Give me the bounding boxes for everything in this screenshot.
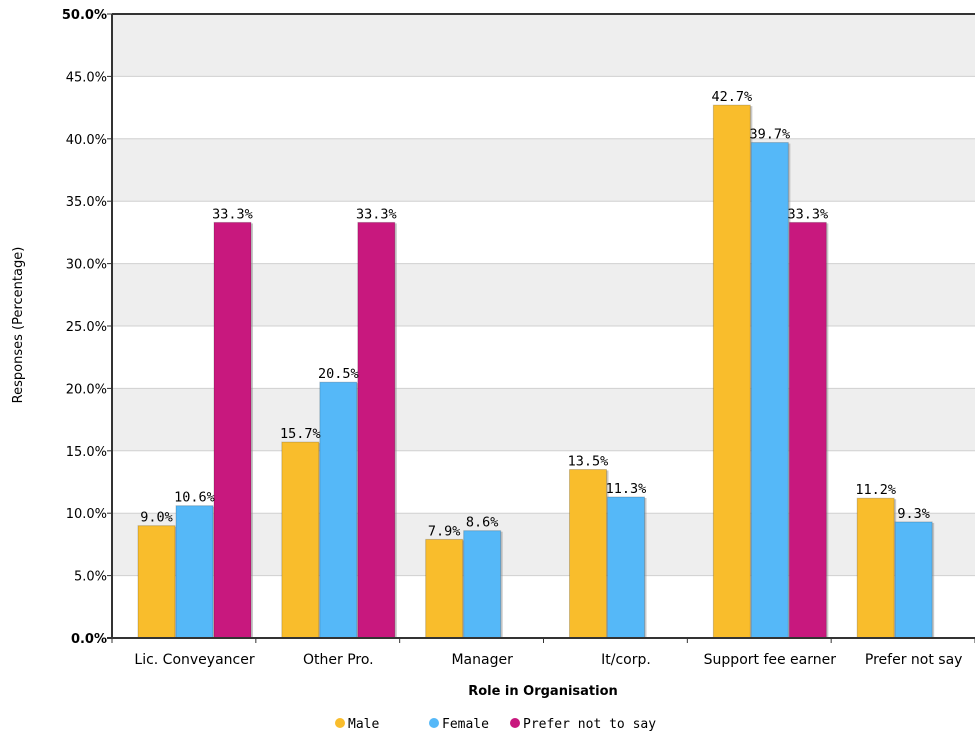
x-category-label: Prefer not say [865, 652, 963, 668]
data-label: 20.5% [318, 366, 359, 382]
data-label: 10.6% [174, 490, 215, 506]
bar-female [463, 530, 502, 639]
bar-female [175, 505, 214, 639]
bar-female [750, 142, 789, 639]
axes [107, 13, 975, 643]
y-tick-label: 20.0% [66, 382, 107, 397]
y-tick-label: 35.0% [66, 195, 107, 210]
bar-male [281, 441, 320, 639]
y-tick-label: 0.0% [71, 632, 107, 647]
y-tick-label: 45.0% [66, 70, 107, 85]
data-label: 9.3% [897, 506, 930, 522]
y-tick-label: 15.0% [66, 445, 107, 460]
data-label: 9.0% [140, 510, 173, 526]
bar-female [894, 521, 933, 639]
data-label: 33.3% [212, 206, 253, 222]
data-label: 42.7% [712, 89, 753, 105]
bar-male [569, 469, 607, 639]
x-category-label: Lic. Conveyancer [134, 652, 254, 668]
data-label: 7.9% [428, 523, 461, 539]
bar-female [319, 381, 358, 639]
data-label: 8.6% [466, 515, 499, 531]
legend-marker [429, 718, 439, 728]
legend-label: Prefer not to say [523, 717, 656, 732]
legend: Male Female Prefer not to say [335, 717, 656, 732]
bar-prefer-not-to-say [357, 221, 396, 639]
data-label: 11.3% [606, 481, 647, 497]
legend-label: Female [442, 717, 489, 732]
grid-band [112, 263, 975, 326]
grid-band [112, 513, 975, 576]
x-category-label: Manager [451, 652, 513, 668]
bar-male [137, 525, 176, 639]
y-tick-label: 50.0% [62, 8, 107, 23]
y-tick-label: 10.0% [66, 507, 107, 522]
data-label: 15.7% [280, 426, 321, 442]
y-tick-label: 40.0% [66, 133, 107, 148]
legend-marker [335, 718, 345, 728]
bar-female [607, 496, 645, 639]
bar-male [856, 497, 895, 639]
x-category-label: It/corp. [601, 652, 651, 668]
legend-label: Male [348, 717, 379, 732]
y-axis-ticks: 0.0% 5.0% 10.0% 15.0% 20.0% 25.0% 30.0% 35.0% 40… [62, 8, 107, 647]
bar-prefer-not-to-say [788, 221, 827, 639]
plot-bands [112, 14, 975, 576]
bar-prefer-not-to-say [213, 221, 252, 639]
data-label: 33.3% [356, 206, 397, 222]
y-tick-label: 30.0% [66, 258, 107, 273]
grid-band [112, 138, 975, 202]
y-axis-title: Responses (Percentage) [11, 247, 26, 404]
data-label: 13.5% [568, 454, 609, 470]
bars [137, 104, 935, 639]
x-axis-title: Role in Organisation [468, 684, 618, 699]
y-tick-label: 5.0% [74, 570, 107, 585]
x-category-label: Support fee earner [704, 652, 837, 668]
data-label: 11.2% [855, 482, 896, 498]
y-tick-label: 25.0% [66, 320, 107, 335]
x-axis-categories: Lic. Conveyancer Other Pro. Manager It/corp… [134, 652, 962, 668]
bar-male [712, 104, 751, 639]
grid-band [112, 14, 975, 77]
grid-band [112, 388, 975, 451]
x-category-label: Other Pro. [303, 652, 374, 668]
bar-male [425, 538, 464, 639]
legend-marker [510, 718, 520, 728]
data-label: 39.7% [750, 127, 791, 143]
data-label: 33.3% [788, 206, 829, 222]
data-labels: 9.0%10.6% 33.3% 15.7% 20.5% 33.3% 7.9% 8.6% 13.… [140, 89, 930, 539]
